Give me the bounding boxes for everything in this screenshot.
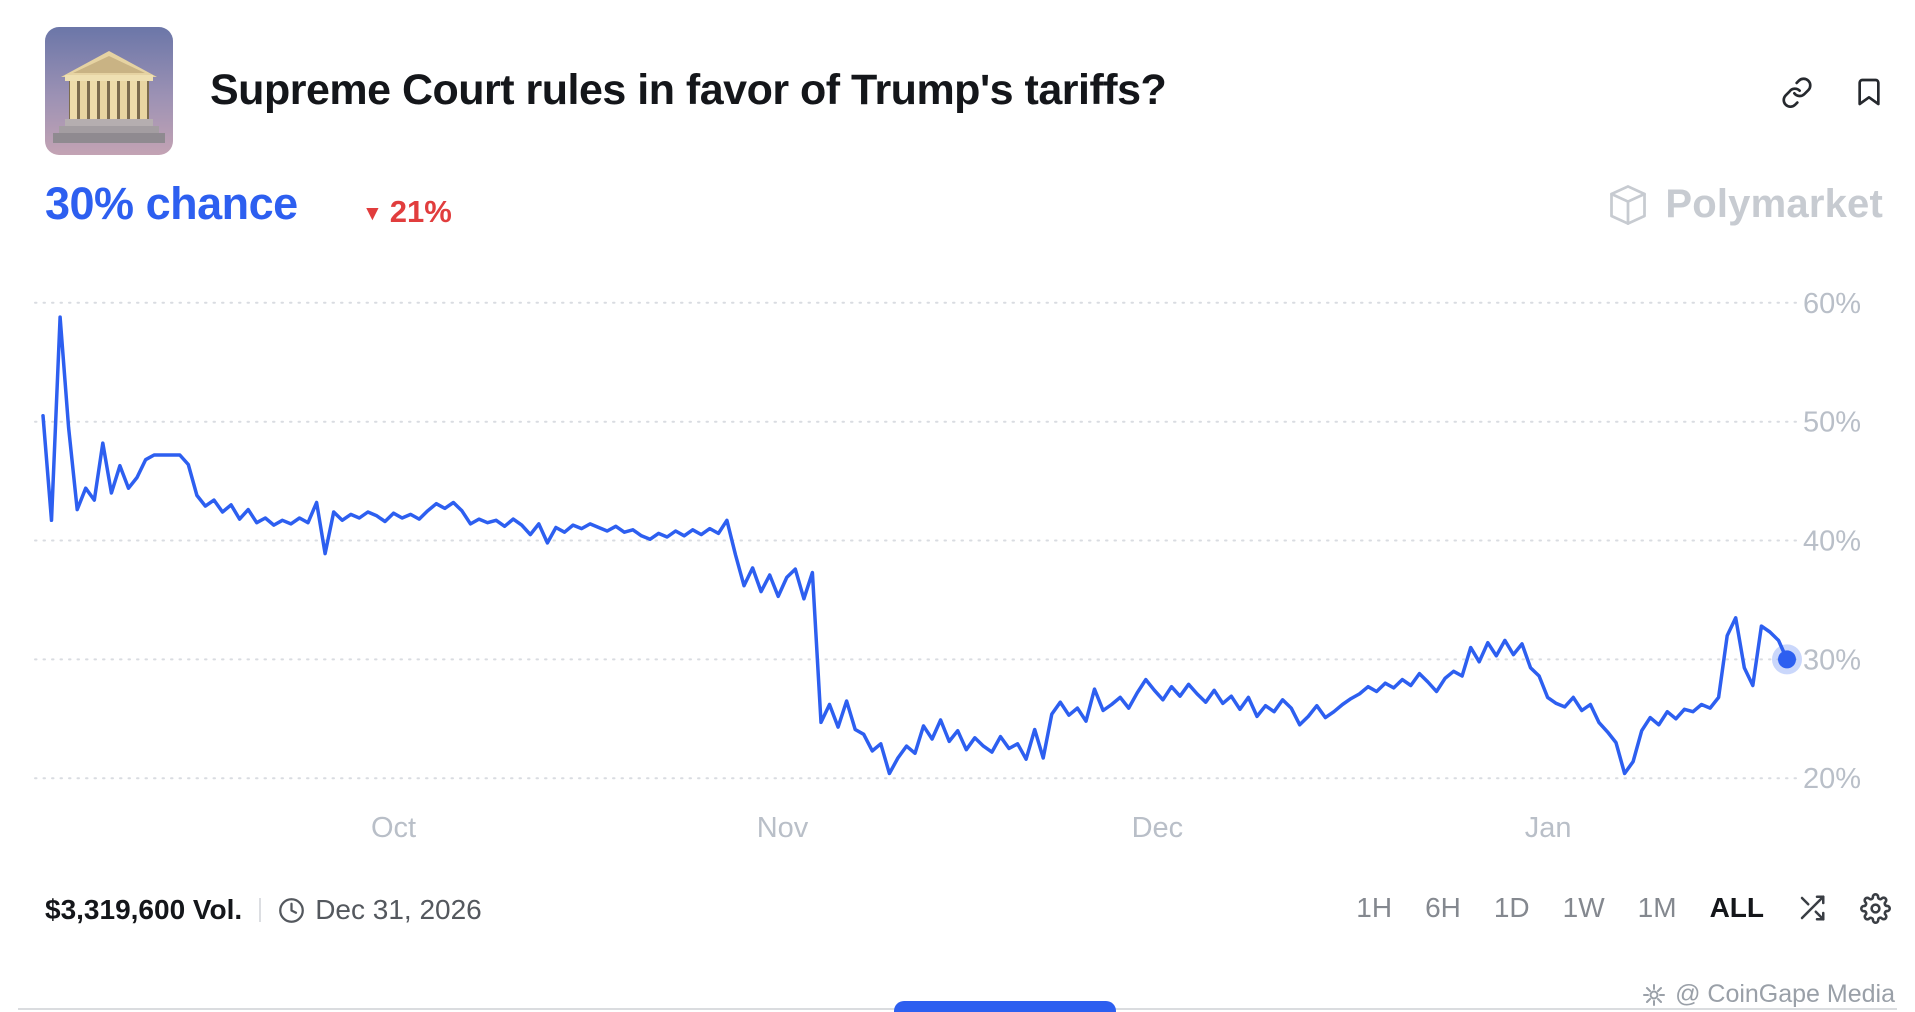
change-value: 21% — [389, 194, 452, 229]
shuffle-icon — [1800, 895, 1825, 921]
x-axis-label: Oct — [371, 812, 416, 844]
range-button-1h[interactable]: 1H — [1356, 892, 1393, 923]
copy-link-button[interactable] — [1781, 76, 1813, 108]
price-line — [41, 315, 1789, 776]
change-indicator: ▼ 21% — [362, 194, 452, 230]
end-date: Dec 31, 2026 — [315, 894, 482, 925]
market-title: Supreme Court rules in favor of Trump's … — [210, 66, 1167, 114]
supreme-court-building-icon — [45, 27, 173, 155]
chart-controls: 1H 6H 1D 1W 1M ALL — [1356, 892, 1891, 924]
footer-stats: $3,319,600 Vol. Dec 31, 2026 — [45, 894, 482, 926]
x-axis-label: Dec — [1132, 812, 1184, 844]
compare-button[interactable] — [1797, 893, 1827, 923]
range-button-6h[interactable]: 6H — [1425, 892, 1461, 923]
bookmark-button[interactable] — [1853, 76, 1885, 108]
coingape-watermark: @ CoinGape Media — [1642, 980, 1895, 1009]
partial-next-card — [894, 1001, 1116, 1012]
range-button-all[interactable]: ALL — [1709, 892, 1764, 923]
header-actions — [1781, 76, 1885, 108]
y-axis-label: 30% — [1803, 644, 1861, 676]
range-button-1m[interactable]: 1M — [1637, 892, 1677, 923]
x-axis-label: Nov — [757, 812, 809, 844]
range-selector: 1H 6H 1D 1W 1M ALL — [1356, 892, 1764, 924]
endpoint-dot — [1778, 650, 1796, 669]
polymarket-wordmark: Polymarket — [1665, 182, 1883, 226]
y-axis-label: 60% — [1803, 288, 1861, 320]
price-chart[interactable]: 60% 50% 40% 30% 20% Oct Nov Dec Jan — [0, 285, 1915, 865]
end-date-wrap: Dec 31, 2026 — [278, 894, 482, 926]
coingape-logo-icon — [1643, 983, 1666, 1006]
settings-button[interactable] — [1860, 892, 1891, 924]
y-axis-label: 40% — [1803, 526, 1861, 558]
gear-icon — [1860, 892, 1891, 924]
range-button-1d[interactable]: 1D — [1493, 892, 1530, 923]
clock-icon — [279, 897, 305, 923]
bookmark-icon — [1858, 78, 1880, 106]
down-arrow-icon: ▼ — [362, 201, 383, 225]
range-button-1w[interactable]: 1W — [1562, 892, 1605, 923]
polymarket-watermark: Polymarket — [1606, 182, 1883, 227]
y-axis-label: 50% — [1803, 407, 1861, 439]
market-thumbnail — [45, 27, 173, 155]
volume-label: $3,319,600 Vol. — [45, 894, 243, 925]
coingape-credit-text: @ CoinGape Media — [1675, 980, 1895, 1008]
divider — [259, 898, 262, 922]
y-axis-label: 20% — [1803, 763, 1861, 795]
link-icon — [1782, 77, 1812, 108]
polymarket-logo-icon — [1610, 184, 1647, 225]
x-axis-label: Jan — [1525, 812, 1572, 844]
chance-value: 30% chance — [45, 178, 298, 229]
